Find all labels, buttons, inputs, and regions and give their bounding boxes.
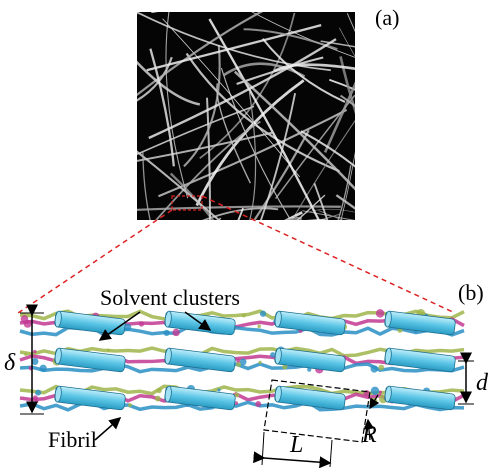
solvent-label: Solvent clusters xyxy=(100,285,240,310)
figure: (a) (b) Solvent clusters δ d Fibril L R xyxy=(0,0,492,470)
cluster-blob xyxy=(39,365,46,372)
cluster-blob xyxy=(242,313,246,317)
cluster-blob xyxy=(236,362,241,367)
fiber xyxy=(293,215,398,278)
cluster-blob xyxy=(371,387,379,395)
fiber xyxy=(339,28,489,245)
fiber xyxy=(347,13,408,149)
fiber xyxy=(271,227,359,288)
cluster-blob xyxy=(164,330,170,336)
fiber xyxy=(341,96,460,204)
cluster-blob xyxy=(378,365,384,371)
tick xyxy=(330,440,332,467)
cluster-blob xyxy=(21,315,29,323)
cluster-blob xyxy=(258,361,261,364)
cluster-blob xyxy=(156,388,161,393)
fiber xyxy=(118,220,326,280)
cluster-blob xyxy=(155,396,161,402)
cluster-blob xyxy=(107,349,110,352)
fiber xyxy=(94,0,139,118)
fiber xyxy=(0,41,128,201)
length-arrow xyxy=(264,458,330,463)
fibril-layers xyxy=(20,309,464,410)
cluster-blob xyxy=(33,350,37,354)
cluster-blob xyxy=(217,388,220,391)
cluster-blob xyxy=(371,365,378,372)
fiber xyxy=(186,208,243,295)
cluster-blob xyxy=(33,395,38,400)
cluster-blob xyxy=(270,352,275,357)
cluster-blob xyxy=(236,359,240,363)
arrow xyxy=(95,418,120,440)
radius-label: R xyxy=(361,422,377,448)
fiber xyxy=(302,211,434,236)
thickness-label: δ xyxy=(4,350,16,376)
fibril-label: Fibril xyxy=(48,427,97,452)
cluster-blob xyxy=(376,309,384,317)
fiber xyxy=(279,221,492,245)
cluster-blob xyxy=(35,390,41,396)
cluster-blob xyxy=(172,329,179,336)
panel-label: (a) xyxy=(375,5,399,30)
tick xyxy=(262,432,264,465)
fiber xyxy=(154,218,220,267)
fiber xyxy=(341,56,441,295)
panel-label: (b) xyxy=(458,280,484,305)
fiber xyxy=(195,218,302,269)
cluster-blob xyxy=(139,321,144,326)
spacing-label: d xyxy=(476,370,489,396)
cluster-blob xyxy=(257,324,261,328)
cluster-blob xyxy=(255,401,261,407)
cluster-blob xyxy=(128,403,132,407)
fiber xyxy=(151,0,398,14)
cluster-blob xyxy=(260,311,266,317)
cluster-blob xyxy=(24,353,27,356)
length-label: L xyxy=(289,432,303,458)
